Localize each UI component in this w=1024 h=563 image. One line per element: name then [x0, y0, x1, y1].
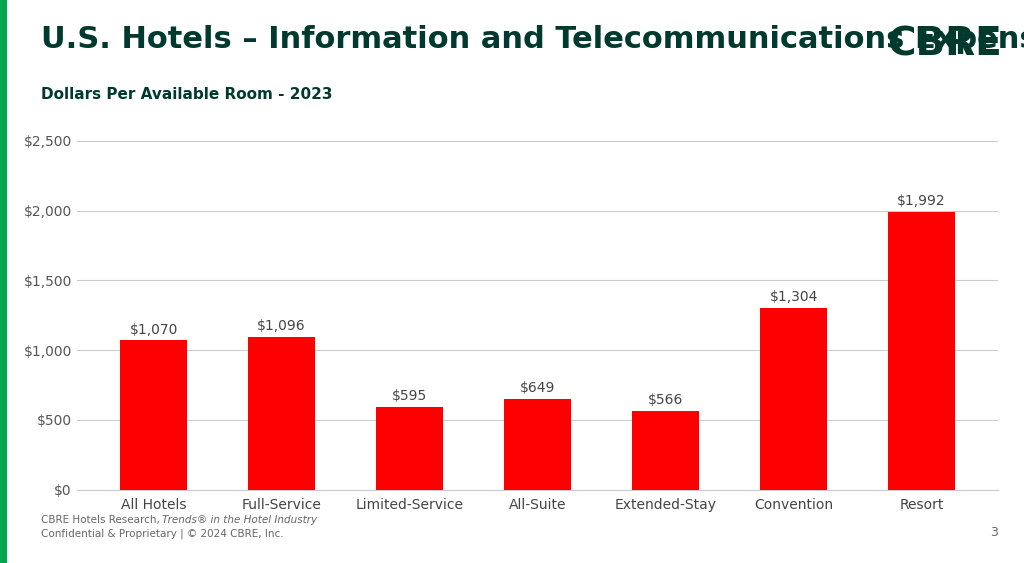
- Bar: [505, 399, 571, 490]
- Text: $1,304: $1,304: [769, 290, 818, 304]
- Text: Trends® in the Hotel Industry: Trends® in the Hotel Industry: [162, 515, 316, 525]
- Text: CBRE Hotels Research,: CBRE Hotels Research,: [41, 515, 163, 525]
- Text: 3: 3: [990, 526, 998, 539]
- Text: $566: $566: [648, 393, 683, 407]
- Bar: [889, 212, 954, 490]
- Text: Dollars Per Available Room - 2023: Dollars Per Available Room - 2023: [41, 87, 333, 102]
- Text: $1,070: $1,070: [129, 323, 178, 337]
- Text: $595: $595: [392, 389, 427, 403]
- Text: Confidential & Proprietary | © 2024 CBRE, Inc.: Confidential & Proprietary | © 2024 CBRE…: [41, 529, 284, 539]
- Bar: [633, 411, 698, 490]
- Text: $1,096: $1,096: [257, 319, 306, 333]
- Text: U.S. Hotels – Information and Telecommunications Expense: U.S. Hotels – Information and Telecommun…: [41, 25, 1024, 55]
- Bar: [121, 341, 186, 490]
- Text: $649: $649: [520, 381, 555, 395]
- Bar: [377, 406, 442, 490]
- Text: CBRE: CBRE: [887, 25, 1001, 63]
- Bar: [248, 337, 315, 490]
- Bar: [760, 308, 827, 490]
- Text: $1,992: $1,992: [897, 194, 946, 208]
